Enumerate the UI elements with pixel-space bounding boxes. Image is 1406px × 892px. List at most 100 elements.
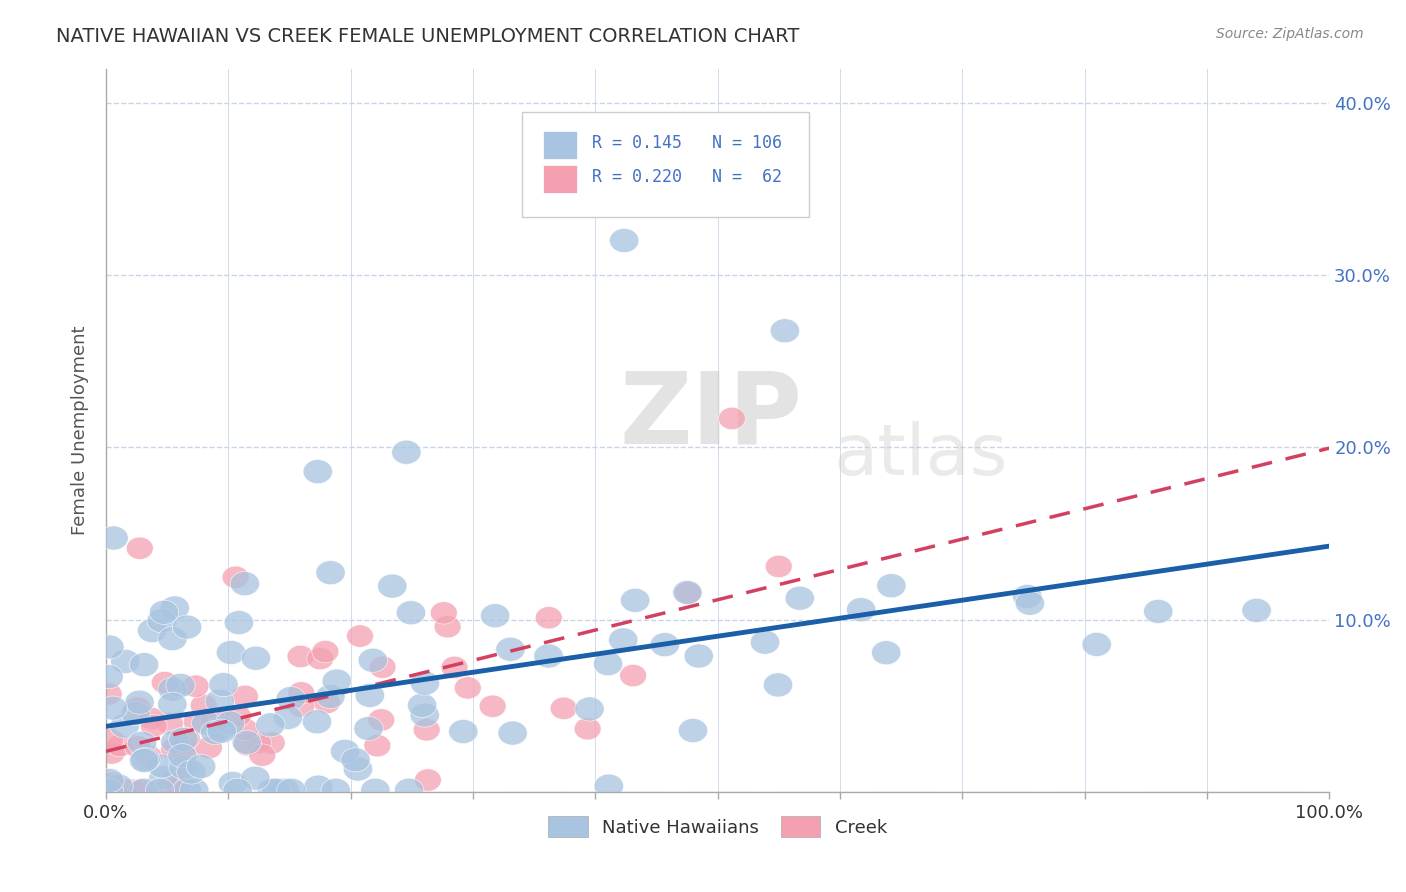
Ellipse shape bbox=[173, 727, 200, 749]
Ellipse shape bbox=[111, 779, 139, 801]
Ellipse shape bbox=[207, 716, 236, 740]
Text: ZIP: ZIP bbox=[620, 368, 803, 464]
Ellipse shape bbox=[152, 672, 179, 694]
Ellipse shape bbox=[321, 778, 350, 802]
Ellipse shape bbox=[167, 744, 197, 768]
Ellipse shape bbox=[222, 566, 249, 589]
Ellipse shape bbox=[496, 637, 526, 661]
Ellipse shape bbox=[574, 717, 602, 740]
Ellipse shape bbox=[316, 560, 346, 585]
Ellipse shape bbox=[124, 697, 150, 719]
Ellipse shape bbox=[368, 656, 396, 679]
Ellipse shape bbox=[1012, 584, 1042, 608]
Ellipse shape bbox=[751, 630, 780, 654]
Ellipse shape bbox=[201, 721, 229, 745]
Ellipse shape bbox=[215, 711, 245, 735]
Ellipse shape bbox=[209, 673, 238, 697]
Text: Source: ZipAtlas.com: Source: ZipAtlas.com bbox=[1216, 27, 1364, 41]
Ellipse shape bbox=[138, 618, 167, 642]
Ellipse shape bbox=[392, 440, 420, 465]
Text: R = 0.145   N = 106: R = 0.145 N = 106 bbox=[592, 134, 782, 152]
Ellipse shape bbox=[610, 228, 638, 252]
Ellipse shape bbox=[149, 600, 179, 624]
Y-axis label: Female Unemployment: Female Unemployment bbox=[72, 326, 89, 535]
FancyBboxPatch shape bbox=[522, 112, 810, 217]
Ellipse shape bbox=[183, 711, 211, 733]
Ellipse shape bbox=[575, 697, 605, 721]
Ellipse shape bbox=[415, 769, 441, 791]
Ellipse shape bbox=[157, 626, 187, 650]
Ellipse shape bbox=[224, 610, 253, 634]
Ellipse shape bbox=[232, 685, 259, 707]
Ellipse shape bbox=[288, 681, 315, 704]
Ellipse shape bbox=[276, 687, 305, 711]
Ellipse shape bbox=[169, 727, 198, 751]
Ellipse shape bbox=[262, 778, 291, 802]
Ellipse shape bbox=[129, 653, 159, 677]
Ellipse shape bbox=[609, 628, 638, 652]
Ellipse shape bbox=[180, 778, 209, 802]
Ellipse shape bbox=[149, 765, 179, 789]
Ellipse shape bbox=[304, 775, 333, 799]
Ellipse shape bbox=[765, 555, 792, 578]
Ellipse shape bbox=[434, 615, 461, 638]
Ellipse shape bbox=[96, 682, 122, 706]
Ellipse shape bbox=[153, 779, 181, 801]
Ellipse shape bbox=[273, 706, 302, 730]
Ellipse shape bbox=[169, 756, 198, 780]
Ellipse shape bbox=[413, 719, 440, 741]
Ellipse shape bbox=[411, 703, 439, 727]
Ellipse shape bbox=[129, 778, 159, 802]
Ellipse shape bbox=[177, 760, 207, 784]
Ellipse shape bbox=[98, 696, 128, 720]
Ellipse shape bbox=[330, 739, 360, 764]
Ellipse shape bbox=[110, 714, 139, 739]
Ellipse shape bbox=[1083, 632, 1111, 657]
Ellipse shape bbox=[135, 746, 162, 768]
Ellipse shape bbox=[157, 692, 187, 716]
Ellipse shape bbox=[481, 604, 510, 628]
Ellipse shape bbox=[498, 721, 527, 745]
Ellipse shape bbox=[195, 737, 222, 759]
Ellipse shape bbox=[98, 526, 128, 550]
Ellipse shape bbox=[316, 684, 344, 708]
Ellipse shape bbox=[205, 690, 235, 714]
Ellipse shape bbox=[534, 644, 564, 668]
Ellipse shape bbox=[111, 649, 141, 673]
Ellipse shape bbox=[1143, 599, 1173, 624]
Ellipse shape bbox=[104, 774, 134, 798]
Ellipse shape bbox=[368, 709, 395, 731]
Ellipse shape bbox=[94, 769, 124, 793]
Ellipse shape bbox=[128, 779, 155, 801]
Ellipse shape bbox=[396, 600, 426, 624]
Ellipse shape bbox=[145, 778, 174, 802]
Ellipse shape bbox=[479, 695, 506, 717]
Ellipse shape bbox=[98, 742, 125, 764]
Ellipse shape bbox=[125, 690, 155, 714]
Ellipse shape bbox=[620, 665, 647, 687]
Ellipse shape bbox=[718, 408, 745, 430]
Ellipse shape bbox=[172, 778, 201, 802]
Ellipse shape bbox=[536, 607, 562, 629]
Ellipse shape bbox=[430, 602, 457, 624]
Ellipse shape bbox=[441, 657, 468, 679]
Ellipse shape bbox=[322, 669, 352, 693]
Ellipse shape bbox=[94, 778, 124, 802]
Ellipse shape bbox=[242, 646, 270, 670]
Ellipse shape bbox=[121, 701, 150, 725]
Ellipse shape bbox=[595, 774, 623, 798]
Ellipse shape bbox=[148, 754, 177, 778]
Ellipse shape bbox=[302, 710, 332, 734]
Ellipse shape bbox=[190, 694, 217, 716]
Ellipse shape bbox=[454, 677, 481, 699]
Ellipse shape bbox=[232, 718, 259, 740]
Ellipse shape bbox=[240, 766, 270, 790]
Ellipse shape bbox=[763, 673, 793, 697]
Ellipse shape bbox=[257, 778, 287, 802]
Ellipse shape bbox=[359, 648, 388, 673]
Ellipse shape bbox=[846, 598, 876, 622]
Ellipse shape bbox=[207, 719, 236, 743]
Ellipse shape bbox=[218, 772, 247, 796]
Ellipse shape bbox=[360, 778, 389, 802]
Ellipse shape bbox=[224, 778, 252, 802]
